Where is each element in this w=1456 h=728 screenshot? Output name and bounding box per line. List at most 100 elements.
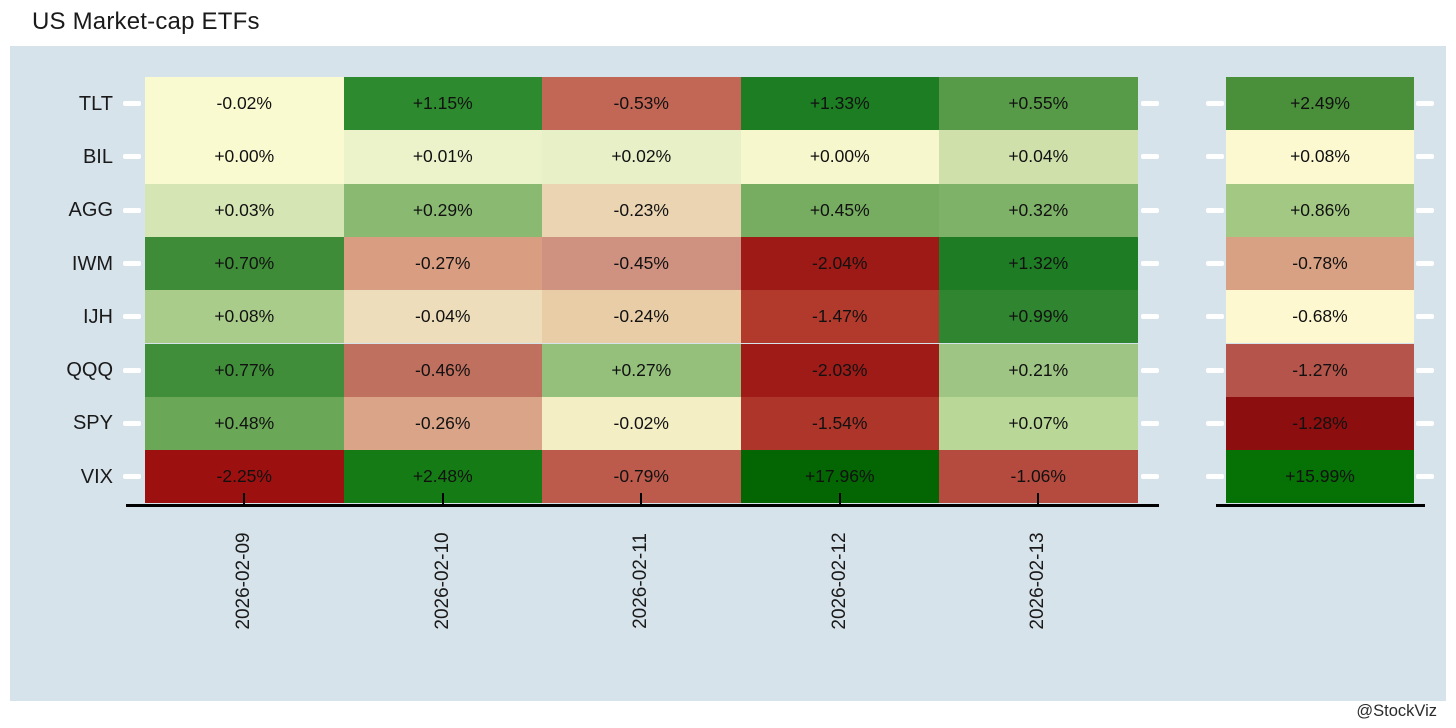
y-tick-mark: [1141, 207, 1159, 213]
heatmap-cell: -0.53%: [542, 77, 741, 131]
heatmap-cell: -0.24%: [542, 290, 741, 344]
heatmap-cell: -1.47%: [740, 290, 939, 344]
heatmap-cell: +0.00%: [740, 130, 939, 184]
heatmap-cell: +1.33%: [740, 77, 939, 131]
heatmap-cell: -0.02%: [542, 396, 741, 451]
y-tick-mark: [123, 314, 141, 320]
summary-cell: +15.99%: [1226, 450, 1414, 504]
x-tick-mark: [243, 493, 246, 507]
heatmap-cell: +0.32%: [939, 183, 1138, 237]
y-tick-mark: [1141, 154, 1159, 160]
x-tick-mark: [441, 493, 444, 507]
heatmap-cell: +0.21%: [939, 343, 1138, 397]
y-tick-mark: [1206, 367, 1224, 373]
y-tick-label-bil: BIL: [82, 145, 113, 168]
y-tick-mark: [1416, 420, 1434, 426]
heatmap-cell: +0.07%: [939, 396, 1138, 451]
heatmap-cell: -1.54%: [740, 396, 939, 451]
heatmap-cell: +1.32%: [939, 236, 1138, 291]
summary-cell: +0.08%: [1226, 130, 1414, 184]
heatmap-cell: +0.29%: [343, 183, 542, 237]
y-tick-mark: [1416, 207, 1434, 213]
y-tick-mark: [1206, 474, 1224, 480]
y-tick-label-ijh: IJH: [83, 305, 113, 328]
y-tick-mark: [1206, 154, 1224, 160]
summary-cell: -1.28%: [1226, 396, 1414, 451]
heatmap-grid: TLT -0.02% +1.15% -0.53% +1.33% +0.55% +2.49% B…: [10, 46, 1446, 701]
y-tick-mark: [1416, 314, 1434, 320]
heatmap-cell: -0.27%: [343, 236, 542, 291]
y-tick-mark: [1416, 101, 1434, 107]
y-tick-label-qqq: QQQ: [66, 359, 113, 382]
y-tick-mark: [1416, 154, 1434, 160]
y-tick-mark: [123, 261, 141, 267]
heatmap-cell: -2.04%: [740, 236, 939, 291]
summary-cell: -0.78%: [1226, 236, 1414, 291]
heatmap-cell: +0.04%: [939, 130, 1138, 184]
y-tick-mark: [1416, 474, 1434, 480]
heatmap-cell: +0.70%: [145, 236, 344, 291]
heatmap-panel: TLT -0.02% +1.15% -0.53% +1.33% +0.55% +2.49% B…: [10, 46, 1446, 701]
heatmap-cell: -2.03%: [740, 343, 939, 397]
heatmap-cell: -0.45%: [542, 236, 741, 291]
heatmap-cell: -0.26%: [343, 396, 542, 451]
heatmap-cell: +0.99%: [939, 290, 1138, 344]
y-tick-label-agg: AGG: [68, 199, 113, 222]
y-tick-mark: [123, 101, 141, 107]
chart-title: US Market-cap ETFs: [32, 8, 260, 35]
heatmap-cell: +0.27%: [542, 343, 741, 397]
y-tick-label-spy: SPY: [72, 412, 113, 435]
watermark-credit: @StockViz: [1356, 702, 1437, 720]
y-tick-mark: [123, 154, 141, 160]
y-tick-mark: [1141, 101, 1159, 107]
y-tick-mark: [1141, 314, 1159, 320]
summary-axis-line: [1216, 504, 1425, 508]
x-axis-line: [126, 504, 1159, 508]
y-tick-mark: [123, 367, 141, 373]
x-tick-mark: [640, 493, 643, 507]
x-tick-label: 2026-02-09: [233, 532, 255, 630]
heatmap-cell: -0.46%: [343, 343, 542, 397]
x-tick-mark: [1037, 493, 1040, 507]
heatmap-cell: -0.02%: [145, 77, 344, 131]
heatmap-cell: +0.02%: [542, 130, 741, 184]
heatmap-cell: +0.03%: [145, 183, 344, 237]
summary-cell: -0.68%: [1226, 290, 1414, 344]
heatmap-cell: +0.00%: [145, 130, 344, 184]
y-tick-mark: [1141, 367, 1159, 373]
heatmap-cell: +1.15%: [343, 77, 542, 131]
y-tick-mark: [123, 207, 141, 213]
x-tick-label: 2026-02-11: [630, 533, 652, 629]
x-tick-mark: [838, 493, 841, 507]
summary-cell: +0.86%: [1226, 183, 1414, 237]
y-tick-mark: [123, 420, 141, 426]
y-tick-label-iwm: IWM: [71, 252, 113, 275]
x-tick-label: 2026-02-10: [431, 532, 453, 630]
y-tick-mark: [1416, 367, 1434, 373]
summary-cell: +2.49%: [1226, 77, 1414, 131]
heatmap-cell: +0.48%: [145, 396, 344, 451]
y-tick-mark: [1141, 261, 1159, 267]
y-tick-mark: [1416, 261, 1434, 267]
heatmap-cell: -0.23%: [542, 183, 741, 237]
heatmap-cell: +0.45%: [740, 183, 939, 237]
heatmap-cell: +0.55%: [939, 77, 1138, 131]
x-tick-label: 2026-02-12: [828, 532, 850, 630]
heatmap-cell: +0.01%: [343, 130, 542, 184]
heatmap-cell: +0.08%: [145, 290, 344, 344]
y-tick-label-vix: VIX: [80, 465, 113, 488]
y-tick-mark: [1206, 314, 1224, 320]
heatmap-cell: -0.04%: [343, 290, 542, 344]
y-tick-mark: [1206, 207, 1224, 213]
y-tick-mark: [1141, 420, 1159, 426]
y-tick-mark: [1141, 474, 1159, 480]
y-tick-label-tlt: TLT: [78, 92, 113, 115]
y-tick-mark: [1206, 261, 1224, 267]
heatmap-cell: +0.77%: [145, 343, 344, 397]
y-tick-mark: [1206, 101, 1224, 107]
x-tick-label: 2026-02-13: [1027, 532, 1049, 630]
summary-cell: -1.27%: [1226, 343, 1414, 397]
y-tick-mark: [1206, 420, 1224, 426]
y-tick-mark: [123, 474, 141, 480]
